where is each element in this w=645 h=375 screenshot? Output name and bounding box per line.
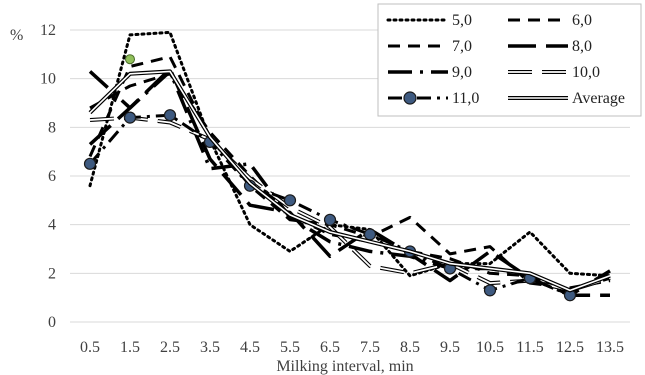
legend-label-6: 11,0 [452,90,479,107]
legend-label-0: 5,0 [452,12,472,29]
legend-item-4: 9,0 [388,64,472,81]
series-6 [83,109,577,302]
series-4 [88,69,611,297]
x-tick-label-6: 6.5 [320,339,340,356]
legend-item-7: Average [508,90,625,107]
series-5-line-inner [89,116,611,292]
legend-marker-6 [403,91,417,105]
y-axis-ticks: 0 2 4 6 8 10 12 [40,22,56,331]
legend-item-6: 11,0 [388,90,479,107]
series-0 [88,30,612,278]
series-layer [83,30,612,302]
legend-label-4: 9,0 [452,64,472,81]
legend: 5,0 6,0 7,0 8,0 9,0 10,0 11,0 Average [377,3,642,117]
series-6-marker-6 [323,213,337,226]
x-tick-label-11: 11.5 [516,339,543,356]
legend-item-1: 6,0 [508,12,592,29]
series-7-line-inner [89,70,611,292]
y-tick-label-1: 2 [48,265,56,282]
legend-item-2: 7,0 [388,38,472,55]
x-tick-label-7: 7.5 [360,339,380,356]
series-6-marker-10 [483,284,497,297]
y-tick-label-2: 4 [48,217,56,234]
series-6-marker-7 [363,228,377,241]
legend-label-5: 10,0 [572,64,600,81]
x-tick-label-9: 9.5 [440,339,460,356]
x-tick-label-13: 13.5 [596,339,624,356]
x-tick-label-2: 2.5 [160,339,180,356]
series-0-line [88,30,612,278]
legend-label-2: 7,0 [452,38,472,55]
y-tick-label-6: 12 [40,22,56,39]
legend-label-1: 6,0 [572,12,592,29]
legend-item-3: 8,0 [508,38,592,55]
legend-item-5: 10,0 [508,64,600,81]
x-axis-label: Milking interval, min [276,358,413,375]
x-tick-label-12: 12.5 [556,339,584,356]
x-tick-label-3: 3.5 [200,339,220,356]
series-6-marker-5 [283,194,297,207]
x-tick-label-1: 1.5 [120,339,140,356]
series-1-line [88,55,611,290]
x-tick-label-5: 5.5 [280,339,300,356]
y-tick-label-4: 8 [48,119,56,136]
legend-label-7: Average [572,90,625,107]
x-tick-label-10: 10.5 [476,339,504,356]
x-tick-label-0: 0.5 [80,339,100,356]
y-tick-label-0: 0 [48,314,56,331]
highlight-point [125,54,135,65]
x-axis-ticks: 0.5 1.5 2.5 3.5 4.5 5.5 6.5 7.5 8.5 9.5 10.5 11.5 12… [80,339,624,356]
series-5 [89,115,611,293]
series-6-marker-2 [163,109,177,122]
series-1 [88,55,611,290]
y-axis-label: % [10,27,23,44]
series-7 [88,69,611,293]
series-5-line [89,115,611,293]
y-tick-label-3: 6 [48,168,56,185]
series-4-line [88,69,611,297]
series-6-marker-0 [83,157,97,170]
legend-item-0: 5,0 [386,12,472,29]
x-tick-label-4: 4.5 [240,339,260,356]
legend-label-3: 8,0 [572,38,592,55]
series-6-marker-1 [123,111,137,124]
y-tick-label-5: 10 [40,71,56,88]
x-tick-label-8: 8.5 [400,339,420,356]
